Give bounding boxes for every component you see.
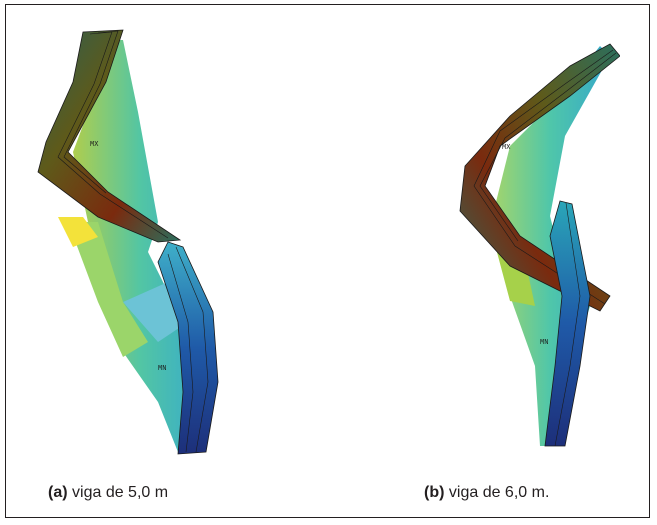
node-label-mn-b: MN — [540, 339, 548, 347]
beam-plot-a-svg: MX MN — [37, 29, 219, 455]
caption-b-tag: (b) — [424, 484, 445, 501]
caption-b: (b) viga de 6,0 m. — [424, 484, 549, 502]
node-label-mx-b: MX — [502, 144, 511, 152]
bottom-flange-a — [157, 241, 219, 455]
top-flange-b — [459, 43, 620, 312]
beam-plot-b-svg: MX MN — [459, 43, 620, 447]
caption-a: (a) viga de 5,0 m — [48, 484, 168, 502]
beam-plot-b: MX MN — [450, 36, 620, 456]
caption-a-tag: (a) — [48, 484, 68, 501]
web-surface-b — [490, 46, 610, 446]
lower-patch-a — [68, 222, 148, 357]
caption-a-text: viga de 5,0 m — [72, 484, 169, 501]
beam-plot-a: MX MN — [28, 22, 233, 465]
caption-b-text: viga de 6,0 m. — [448, 484, 550, 501]
node-label-mn-a: MN — [158, 365, 166, 373]
node-label-mx-a: MX — [90, 141, 99, 149]
web-surface-a — [73, 40, 208, 452]
yellow-patch-a — [58, 217, 98, 247]
top-flange-a — [37, 29, 182, 243]
